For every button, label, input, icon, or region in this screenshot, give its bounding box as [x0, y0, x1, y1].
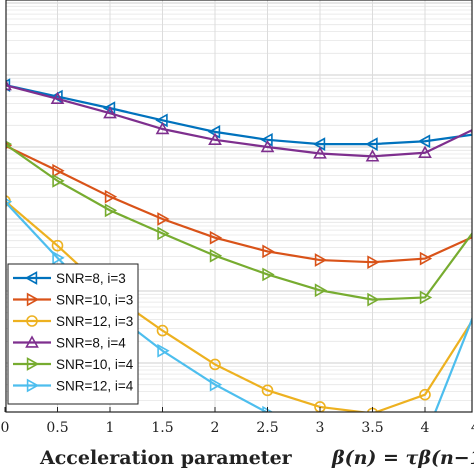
data-point: [52, 251, 65, 265]
legend-marker: [24, 271, 38, 285]
data-point: [367, 292, 380, 307]
data-point: [156, 324, 169, 337]
data-point: [313, 146, 327, 159]
data-point: [52, 163, 65, 178]
data-point: [157, 343, 170, 358]
series-line: [6, 84, 472, 158]
data-point: [365, 149, 380, 162]
x-axis-label: Acceleration parameter β(n) = τβ(n−1)/K: [39, 447, 474, 469]
data-point: [262, 244, 275, 259]
legend: SNR=8, i=3 SNR=10, i=3 SNR=12, i=3 SNR=8, i…: [7, 263, 139, 405]
data-point: [6, 79, 12, 91]
data-point: [102, 101, 116, 115]
data-point: [419, 251, 433, 266]
x-axis-label-text: Acceleration parameter: [39, 447, 293, 469]
data-point: [51, 239, 64, 252]
grid: [6, 0, 472, 412]
legend-marker: [26, 292, 40, 307]
x-axis-label-math: β(n) = τβ(n−1)/K: [331, 447, 474, 469]
legend-marker: [26, 378, 40, 393]
legend-label: SNR=8, i=4: [56, 336, 126, 351]
x-tick-label: 0: [1, 420, 10, 436]
data-point: [314, 283, 328, 298]
x-tick-label: 1: [106, 420, 115, 436]
legend-marker: [26, 315, 38, 327]
series-4: [6, 79, 472, 162]
x-ticks: 0 0.5 1 1.5 2 2.5 3 3.5 4 4.: [1, 407, 474, 436]
data-point: [419, 388, 431, 401]
series-line: [6, 84, 472, 146]
x-tick-label: 0.5: [46, 420, 68, 436]
x-tick-label: 2: [211, 420, 220, 436]
data-point: [417, 134, 431, 149]
data-point: [52, 173, 65, 188]
legend-label: SNR=12, i=3: [56, 314, 133, 329]
series-5: [6, 140, 472, 307]
legend-marker: [25, 335, 39, 348]
data-point: [157, 226, 170, 241]
legend-marker: [26, 357, 40, 371]
data-point: [209, 358, 221, 371]
data-point: [50, 91, 65, 104]
series-line: [6, 144, 472, 264]
data-point: [103, 106, 117, 119]
data-point: [365, 137, 378, 151]
data-point: [262, 267, 275, 282]
data-point: [104, 189, 118, 204]
data-point: [157, 212, 170, 226]
legend-label: SNR=10, i=3: [56, 293, 133, 308]
data-point: [418, 145, 432, 158]
x-tick-label: 3: [316, 420, 325, 436]
x-tick-label: 4.: [471, 420, 474, 436]
data-point: [367, 255, 380, 270]
data-point: [312, 137, 326, 151]
legend-label: SNR=8, i=3: [56, 271, 126, 286]
data-point: [314, 253, 328, 267]
legend-label: SNR=12, i=4: [56, 379, 134, 394]
legend-label: SNR=10, i=4: [56, 357, 134, 372]
data-point: [6, 78, 11, 92]
data-point: [262, 405, 274, 412]
data-point: [419, 290, 433, 305]
data-point: [208, 132, 222, 145]
data-point: [209, 230, 223, 245]
data-point: [260, 139, 275, 153]
series-2: [6, 142, 472, 270]
data-point: [209, 248, 223, 263]
series-line: [6, 143, 472, 301]
x-tick-label: 3.5: [361, 420, 383, 436]
x-tick-label: 4: [421, 420, 430, 436]
data-point: [209, 377, 223, 392]
data-point: [104, 203, 118, 218]
plot-frame: [5, 0, 473, 413]
x-tick-label: 2.5: [256, 420, 278, 436]
data-point: [155, 121, 170, 135]
x-tick-label: 1.5: [151, 420, 173, 436]
data-point: [261, 384, 274, 397]
